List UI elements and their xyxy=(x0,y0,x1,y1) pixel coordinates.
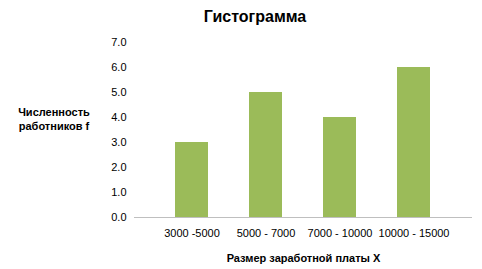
svg-text:0.0: 0.0 xyxy=(111,211,126,223)
svg-text:10000 - 15000: 10000 - 15000 xyxy=(379,227,450,239)
svg-text:6.0: 6.0 xyxy=(111,61,126,73)
svg-text:7000 - 10000: 7000 - 10000 xyxy=(308,227,373,239)
svg-text:1.0: 1.0 xyxy=(111,186,126,198)
html-text:Численность работников f: Численность работников f xyxy=(18,106,90,132)
svg-text:5000 - 7000: 5000 - 7000 xyxy=(237,227,296,239)
html-text:Гистограмма: Гистограмма xyxy=(203,8,307,25)
svg-text:4.0: 4.0 xyxy=(111,111,126,123)
svg-text:5.0: 5.0 xyxy=(111,86,126,98)
svg-text:Размер заработной платы X: Размер заработной платы X xyxy=(227,252,381,264)
svg-text:7.0: 7.0 xyxy=(111,36,126,48)
svg-text:2.0: 2.0 xyxy=(111,161,126,173)
svg-text:3000 -5000: 3000 -5000 xyxy=(164,227,220,239)
svg-text:3.0: 3.0 xyxy=(111,136,126,148)
